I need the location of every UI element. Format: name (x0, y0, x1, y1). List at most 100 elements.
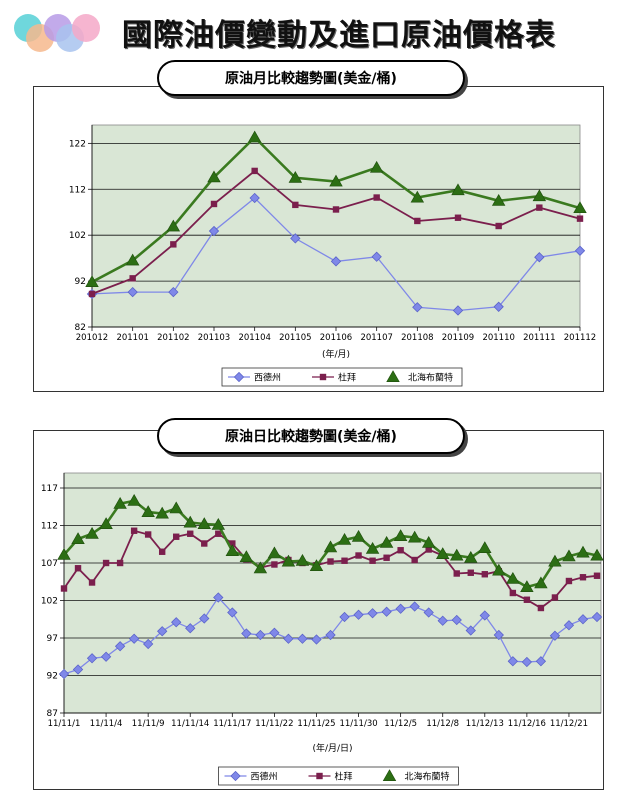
data-point (562, 549, 576, 562)
data-point (85, 526, 99, 539)
data-point (207, 170, 221, 183)
data-point (166, 219, 181, 232)
data-point (208, 225, 220, 237)
data-point (225, 544, 240, 556)
x-tick-label: 201108 (401, 333, 433, 343)
data-point (173, 533, 180, 540)
data-point (141, 505, 155, 517)
data-point (185, 623, 196, 634)
series-0 (58, 592, 603, 680)
data-point (523, 596, 531, 603)
y-tick-label: 92 (47, 672, 58, 682)
data-point (397, 547, 404, 554)
x-tick-label: 201103 (198, 333, 230, 343)
data-point (534, 576, 548, 589)
data-point (373, 194, 380, 201)
data-point (183, 515, 197, 528)
data-point (72, 664, 84, 675)
data-point (129, 275, 136, 282)
data-point (60, 585, 68, 592)
data-point (102, 559, 110, 567)
data-point (493, 301, 504, 312)
y-tick-label: 97 (47, 634, 58, 644)
data-point (383, 554, 390, 561)
data-point (577, 614, 589, 625)
data-point (451, 614, 462, 626)
x-tick-label: 11/11/14 (171, 719, 209, 729)
y-tick-label: 112 (69, 185, 86, 195)
data-point (297, 633, 308, 644)
data-point (412, 302, 423, 313)
data-point (395, 603, 406, 614)
data-point (351, 529, 366, 542)
daily-chart-title: 原油日比較趨勢圖(美金/桶) (157, 418, 465, 454)
x-tick-label: 201012 (76, 333, 108, 343)
y-tick-label: 102 (41, 597, 58, 607)
x-tick-label: 11/11/25 (297, 719, 335, 729)
data-point (100, 651, 112, 662)
x-tick-label: 201112 (564, 333, 596, 343)
data-point (229, 540, 236, 547)
x-axis-title: (年/月/日) (312, 742, 352, 754)
data-point (288, 170, 303, 183)
daily-chart-panel: 87 92 97 102 107 112 117 11/11/1 11/11/4 11/11/9 1… (33, 430, 604, 790)
data-point (311, 634, 322, 645)
data-point (309, 559, 324, 571)
data-point (158, 548, 166, 555)
data-point (369, 160, 384, 173)
data-point (99, 517, 113, 529)
data-point (369, 557, 376, 564)
data-point (593, 572, 601, 579)
data-point (410, 190, 425, 203)
data-point (536, 204, 543, 211)
data-point (88, 290, 96, 298)
data-point (114, 641, 126, 652)
data-point (509, 589, 517, 597)
data-point (365, 541, 380, 554)
data-point (116, 559, 124, 567)
legend-box (221, 367, 463, 387)
data-point (563, 620, 575, 631)
series-1 (88, 167, 584, 298)
data-point (452, 305, 464, 316)
data-point (271, 561, 278, 568)
x-tick-label: 201106 (320, 333, 352, 343)
data-point (323, 540, 338, 553)
x-tick-label: 11/11/4 (90, 719, 123, 729)
data-point (255, 629, 266, 641)
monthly-trend-chart: 82 92 102 112 122 201012 201101 201102 201103 201… (69, 124, 596, 387)
x-tick-label: 201109 (442, 333, 474, 343)
data-point (437, 615, 448, 626)
data-point (579, 574, 587, 581)
data-point (88, 579, 96, 586)
data-point (168, 286, 179, 298)
data-point (450, 548, 464, 561)
data-point (492, 563, 506, 576)
data-point (393, 529, 408, 541)
data-point (332, 206, 340, 213)
data-point (576, 215, 584, 222)
x-tick-label: 201110 (482, 333, 514, 343)
data-point (465, 625, 476, 636)
data-point (327, 558, 334, 565)
data-point (239, 550, 254, 562)
legend: 西德州 杜拜 北海布蘭特 (218, 766, 459, 786)
x-tick-label: 11/12/21 (550, 719, 588, 729)
data-point (187, 530, 194, 537)
data-point (267, 546, 282, 559)
data-point (337, 532, 352, 545)
monthly-chart-title: 原油月比較趨勢圖(美金/桶) (157, 60, 465, 96)
data-point (407, 530, 422, 543)
logo-circles-icon (14, 14, 100, 52)
data-point (169, 501, 183, 514)
data-point (128, 633, 140, 644)
legend-swatch-marker (319, 373, 327, 381)
x-tick-label: 11/11/9 (132, 719, 165, 729)
data-point (423, 607, 434, 618)
data-point (144, 531, 152, 538)
data-point (142, 638, 154, 650)
x-tick-label: 11/11/30 (339, 719, 377, 729)
data-point (58, 668, 70, 680)
data-point (537, 604, 545, 612)
series-2 (85, 130, 587, 287)
